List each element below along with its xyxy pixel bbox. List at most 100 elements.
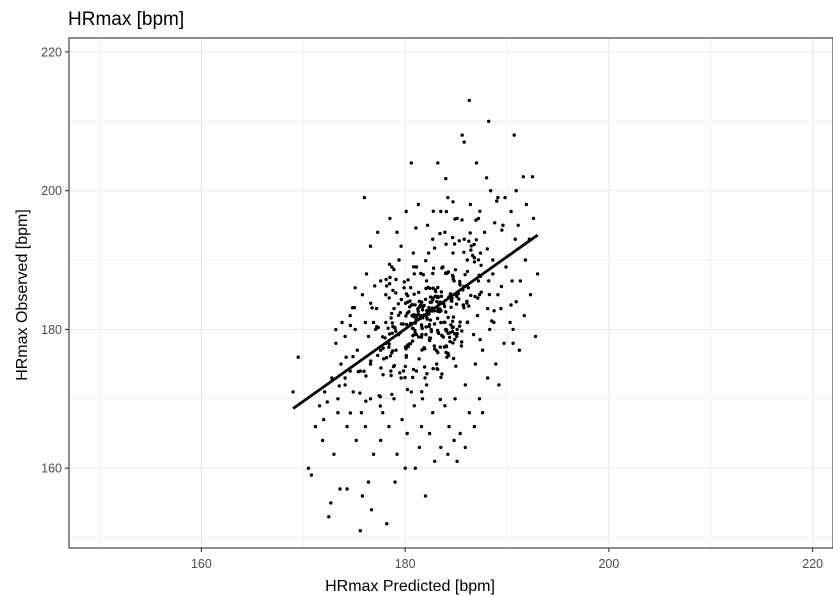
scatter-point [435, 299, 439, 304]
scatter-point [462, 237, 466, 241]
scatter-point [432, 322, 437, 326]
scatter-point [420, 332, 424, 337]
data-points [291, 98, 540, 533]
scatter-point [398, 371, 402, 375]
scatter-point [530, 175, 535, 179]
scatter-point [393, 325, 397, 330]
scatter-point [440, 372, 444, 376]
scatter-point [432, 344, 436, 348]
scatter-point [394, 348, 398, 352]
scatter-point [338, 487, 342, 491]
scatter-point [454, 364, 458, 368]
scatter-point [435, 328, 440, 333]
scatter-point [487, 119, 491, 124]
scatter-point [482, 230, 487, 234]
scatter-point [358, 391, 362, 395]
scatter-point [368, 244, 373, 248]
scatter-point [374, 306, 379, 311]
scatter-point [423, 494, 428, 498]
scatter-point [457, 297, 461, 301]
scatter-point [390, 351, 394, 355]
y-tick-label: 160 [41, 462, 62, 476]
scatter-point [451, 325, 455, 329]
scatter-point [510, 279, 514, 283]
scatter-point [419, 424, 424, 429]
scatter-point [389, 369, 393, 373]
scatter-point [439, 320, 443, 325]
scatter-point [419, 335, 424, 339]
scatter-point [436, 161, 440, 165]
scatter-point [451, 356, 456, 361]
scatter-point [401, 369, 406, 373]
chart-title: HRmax [bpm] [68, 9, 184, 30]
scatter-point [451, 315, 456, 319]
scatter-point [509, 303, 513, 307]
scatter-point [368, 397, 373, 401]
scatter-point [391, 288, 395, 293]
scatter-point [453, 268, 458, 272]
scatter-point [404, 209, 408, 214]
scatter-point [337, 384, 341, 388]
scatter-point [466, 286, 470, 290]
scatter-point [360, 494, 365, 498]
scatter-point [362, 369, 366, 373]
scatter-point [428, 318, 433, 322]
y-tick-label: 200 [41, 184, 62, 198]
scatter-point [446, 315, 450, 320]
scatter-point [417, 290, 421, 295]
scatter-point [434, 289, 438, 294]
scatter-point [474, 238, 478, 242]
scatter-point [390, 331, 394, 335]
scatter-point [438, 231, 442, 236]
scatter-point [410, 339, 415, 343]
scatter-point [423, 297, 428, 301]
scatter-point [343, 383, 347, 387]
scatter-point [381, 346, 385, 350]
scatter-point [460, 329, 464, 333]
scatter-point [358, 369, 362, 373]
scatter-point [431, 296, 435, 300]
scatter-point [358, 529, 362, 533]
scatter-point [473, 294, 477, 299]
scatter-point [352, 305, 357, 310]
scatter-point [435, 367, 439, 371]
scatter-point [411, 375, 415, 380]
x-tick-label: 200 [598, 557, 619, 571]
y-tick-label: 220 [41, 45, 62, 59]
scatter-point [390, 311, 394, 316]
scatter-point [477, 397, 482, 401]
scatter-point [469, 244, 473, 248]
scatter-point [478, 209, 482, 213]
scatter-point [340, 320, 344, 325]
scatter-point [390, 265, 394, 269]
scatter-point [439, 294, 444, 298]
scatter-point [323, 390, 327, 394]
scatter-point [471, 332, 476, 337]
scatter-point [424, 279, 429, 283]
scatter-point [432, 246, 437, 250]
scatter-point [528, 293, 533, 297]
scatter-point [345, 487, 349, 491]
scatter-point [463, 445, 467, 450]
scatter-point [417, 445, 422, 450]
scatter-point [465, 320, 469, 325]
scatter-point [410, 326, 415, 330]
scatter-point [384, 356, 389, 360]
scatter-point [512, 133, 516, 137]
scatter-point [407, 310, 411, 314]
scatter-point [535, 272, 540, 276]
scatter-point [425, 223, 430, 227]
scatter-point [465, 258, 469, 262]
scatter-point [364, 399, 368, 403]
scatter-point [474, 161, 479, 165]
scatter-point [463, 383, 467, 387]
scatter-point [439, 375, 443, 380]
scatter-point [388, 275, 392, 280]
scatter-point [460, 133, 464, 137]
scatter-point [485, 247, 489, 251]
scatter-point [508, 320, 512, 325]
scatter-point [439, 290, 444, 294]
scatter-point [472, 424, 477, 429]
scatter-point [453, 337, 457, 342]
scatter-point [371, 452, 376, 456]
